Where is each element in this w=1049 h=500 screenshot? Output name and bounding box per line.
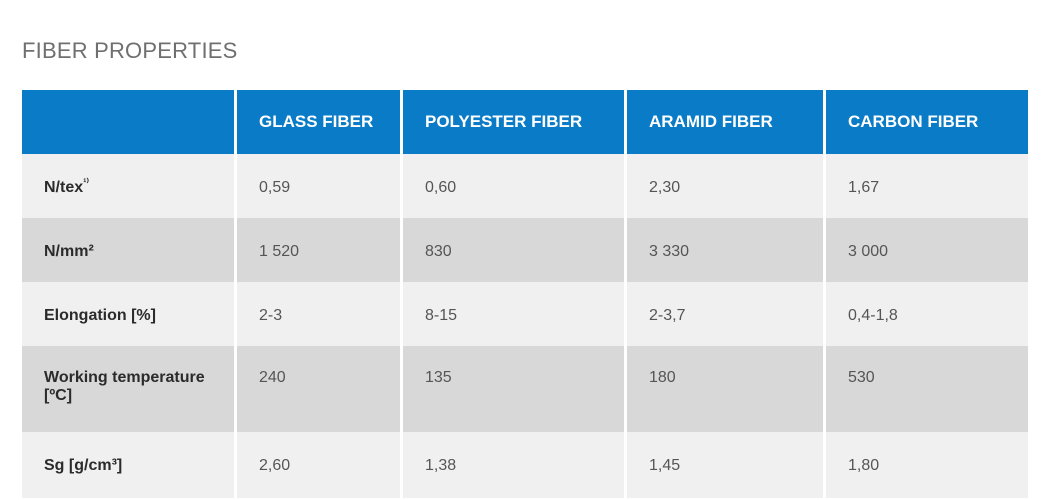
table-cell: 180 (627, 346, 826, 432)
table-row: Elongation [%] 2-3 8-15 2-3,7 0,4-1,8 (22, 282, 1028, 346)
table-cell: 1 520 (237, 218, 403, 282)
fiber-properties-table: GLASS FIBER POLYESTER FIBER ARAMID FIBER… (22, 90, 1028, 498)
table-cell: 135 (403, 346, 627, 432)
header-polyester-fiber: POLYESTER FIBER (403, 90, 627, 154)
table-row: Sg [g/cm³] 2,60 1,38 1,45 1,80 (22, 432, 1028, 498)
header-cell-empty (22, 90, 237, 154)
table-cell: 0,59 (237, 154, 403, 218)
table-cell: 3 000 (826, 218, 1028, 282)
table-cell: 0,60 (403, 154, 627, 218)
table-cell: 240 (237, 346, 403, 432)
footnote-mark: ¹⁾ (83, 177, 89, 189)
header-glass-fiber: GLASS FIBER (237, 90, 403, 154)
table-cell: 830 (403, 218, 627, 282)
row-label-text: N/tex (44, 179, 84, 196)
row-label-working-temperature: Working temperature [ºC] (22, 346, 237, 432)
row-label-sg: Sg [g/cm³] (22, 432, 237, 498)
table-cell: 1,45 (627, 432, 826, 498)
row-label-elongation: Elongation [%] (22, 282, 237, 346)
table-row: N/mm² 1 520 830 3 330 3 000 (22, 218, 1028, 282)
header-aramid-fiber: ARAMID FIBER (627, 90, 826, 154)
table-cell: 1,80 (826, 432, 1028, 498)
table-cell: 1,67 (826, 154, 1028, 218)
table-cell: 0,4-1,8 (826, 282, 1028, 346)
page-title: FIBER PROPERTIES (22, 38, 238, 63)
header-carbon-fiber: CARBON FIBER (826, 90, 1028, 154)
table-cell: 2,30 (627, 154, 826, 218)
table-cell: 2-3 (237, 282, 403, 346)
table-row: Working temperature [ºC] 240 135 180 530 (22, 346, 1028, 432)
table-cell: 3 330 (627, 218, 826, 282)
table-header-row: GLASS FIBER POLYESTER FIBER ARAMID FIBER… (22, 90, 1028, 154)
row-label-n-tex: N/tex¹⁾ (22, 154, 237, 218)
table-cell: 1,38 (403, 432, 627, 498)
table-cell: 8-15 (403, 282, 627, 346)
table-cell: 2,60 (237, 432, 403, 498)
table-cell: 530 (826, 346, 1028, 432)
table-row: N/tex¹⁾ 0,59 0,60 2,30 1,67 (22, 154, 1028, 218)
row-label-n-mm2: N/mm² (22, 218, 237, 282)
table-cell: 2-3,7 (627, 282, 826, 346)
